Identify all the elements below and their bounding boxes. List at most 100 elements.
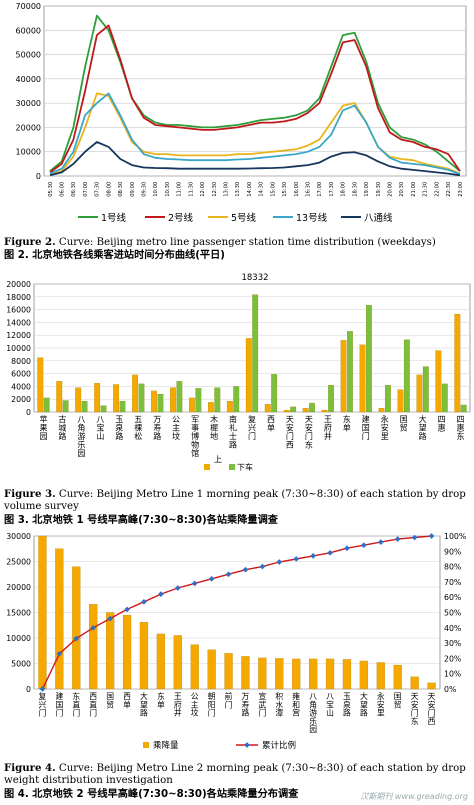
x-tick-label: 玉泉路 [115, 415, 123, 441]
x-tick-label: 东单 [343, 414, 351, 433]
figure-4-caption-text: Curve: Beijing Metro Line 2 morning peak… [4, 763, 466, 786]
figure-3-caption-zh: 图 3. 北京地铁 1 号线早高峰(7:30~8:30)各站乘降量调查 [4, 515, 278, 526]
x-tick-label: 05:30 [48, 182, 54, 197]
y-tick-label: 5000 [11, 660, 31, 669]
y-tick-label: 20000 [6, 280, 31, 289]
series-line-3 [49, 92, 461, 176]
y2-tick-label: 70% [444, 578, 461, 587]
bar-volume [156, 633, 165, 690]
x-tick-label: 06:30 [71, 182, 77, 197]
x-tick-label: 14:00 [247, 182, 253, 197]
bar-alighting [366, 305, 372, 413]
x-tick-label: 五棵松 [134, 415, 142, 441]
bar-volume [122, 614, 132, 690]
x-tick-label: 王府井 [324, 415, 332, 441]
bar-alighting [100, 405, 107, 413]
y-tick-label: 20000 [6, 583, 31, 592]
figure-3-caption-en: Figure 3. Curve: Beijing Metro Line 1 mo… [4, 488, 470, 513]
bar-boarding [378, 408, 385, 413]
bar-alighting [43, 397, 50, 413]
bar-chart-line1-stations: 0 2000 4000 6000 8000 10000 12000 14000 16000 180… [6, 273, 471, 472]
x-tick-label: 大望路 [360, 691, 368, 718]
bar-volume [393, 664, 402, 690]
x-tick-label: 八角游乐园 [77, 415, 85, 458]
y2-tick-label: 40% [444, 624, 461, 633]
bar-boarding [132, 374, 138, 413]
y-tick-label: 0 [26, 408, 31, 417]
y2-tick-label: 30% [444, 639, 461, 648]
legend-swatch-volume [143, 742, 149, 748]
y-tick-label: 10000 [6, 344, 31, 353]
cumulative-marker [428, 533, 435, 539]
x-tick-label: 06:00 [60, 182, 66, 197]
series-line-5 [49, 141, 461, 177]
x-tick-label: 国贸 [400, 415, 408, 433]
figure-4-caption-zh: 图 4. 北京地铁 2 号线早高峰(7:30~8:30)各站乘降量分布调查 [4, 789, 299, 800]
bar-boarding [359, 344, 366, 413]
x-tick-label: 天安门西 [286, 415, 294, 450]
bar-boarding [94, 383, 101, 413]
bar-volume [342, 659, 352, 690]
legend-swatch-alighting [229, 464, 235, 470]
bar-boarding [397, 389, 404, 413]
y-tick-label: 40000 [16, 75, 41, 84]
bar-alighting [214, 387, 221, 413]
bar-alighting [347, 331, 353, 413]
x-tick-label: 17:00 [317, 182, 323, 197]
bar-alighting [138, 383, 145, 413]
bar-volume [376, 662, 385, 690]
x-tick-label: 复兴门 [248, 414, 256, 441]
series-line-1 [49, 14, 461, 172]
legend-label: 5号线 [231, 212, 257, 224]
x-tick-label: 西单 [267, 415, 275, 433]
max-value-annotation: 18332 [241, 273, 268, 283]
x-tick-label: 09:30 [142, 182, 148, 197]
x-tick-label: 21:00 [411, 182, 417, 197]
y-tick-label: 60000 [16, 26, 41, 35]
x-tick-label: 08:30 [118, 182, 124, 197]
cumulative-marker [225, 571, 232, 578]
bar-alighting [81, 401, 88, 413]
legend-label-cumulative: 累计比例 [262, 740, 296, 751]
figure-2-caption-zh: 图 2. 北京地铁各线乘客进站时间分布曲线(平日) [4, 250, 225, 261]
figure-2-caption-text: Curve: Beijing metro line passenger stat… [58, 237, 436, 248]
x-tick-label: 八宝山 [326, 692, 334, 718]
x-tick-label: 11:30 [188, 182, 194, 197]
x-tick-label: 玉泉路 [343, 692, 351, 718]
x-tick-label: 前门 [225, 691, 233, 709]
y-tick-label: 2000 [11, 395, 31, 404]
bar-volume [38, 535, 47, 690]
bar-alighting [328, 385, 334, 413]
x-tick-label: 09:00 [130, 182, 136, 197]
y-tick-label: 50000 [16, 51, 41, 60]
x-tick-label: 07:30 [95, 182, 101, 197]
bar-boarding [75, 387, 82, 413]
figure-3-caption-text: Curve: Beijing Metro Line 1 morning peak… [4, 489, 466, 512]
bar-boarding [283, 409, 290, 413]
cumulative-marker [39, 686, 46, 692]
y-tick-label: 25000 [6, 558, 31, 567]
y-tick-label: 70000 [16, 2, 41, 11]
x-tick-label: 古城路 [58, 414, 66, 441]
x-tick-label: 天安门西 [428, 692, 436, 726]
legend-marker-cumulative [244, 742, 250, 748]
x-tick-label: 万寿路 [242, 692, 250, 718]
bar-alighting [460, 404, 467, 413]
x-tick-label: 东直门 [72, 691, 80, 718]
legend-label-alighting: 下车 [237, 462, 253, 472]
figure-2: 0 10000 20000 30000 40000 50000 60000 70000 05:3… [0, 0, 474, 261]
legend: 上下车 [204, 455, 253, 472]
y2-tick-label: 90% [444, 547, 461, 556]
x-tick-label: 建国门 [362, 414, 370, 441]
cumulative-line [41, 535, 432, 690]
x-tick-label: 23:00 [458, 182, 464, 197]
figure-4: 0 5000 10000 15000 20000 25000 30000 0% 10% 20% 30… [0, 530, 474, 805]
bar-volume [410, 676, 419, 690]
y-tick-label: 20000 [16, 123, 41, 132]
series-line-2 [49, 24, 461, 174]
bar-volume [139, 622, 149, 690]
y2-tick-label: 20% [444, 654, 461, 663]
figure-2-caption-prefix: Figure 2. [4, 236, 56, 248]
bar-boarding [435, 350, 442, 413]
bar-boarding [321, 409, 328, 413]
